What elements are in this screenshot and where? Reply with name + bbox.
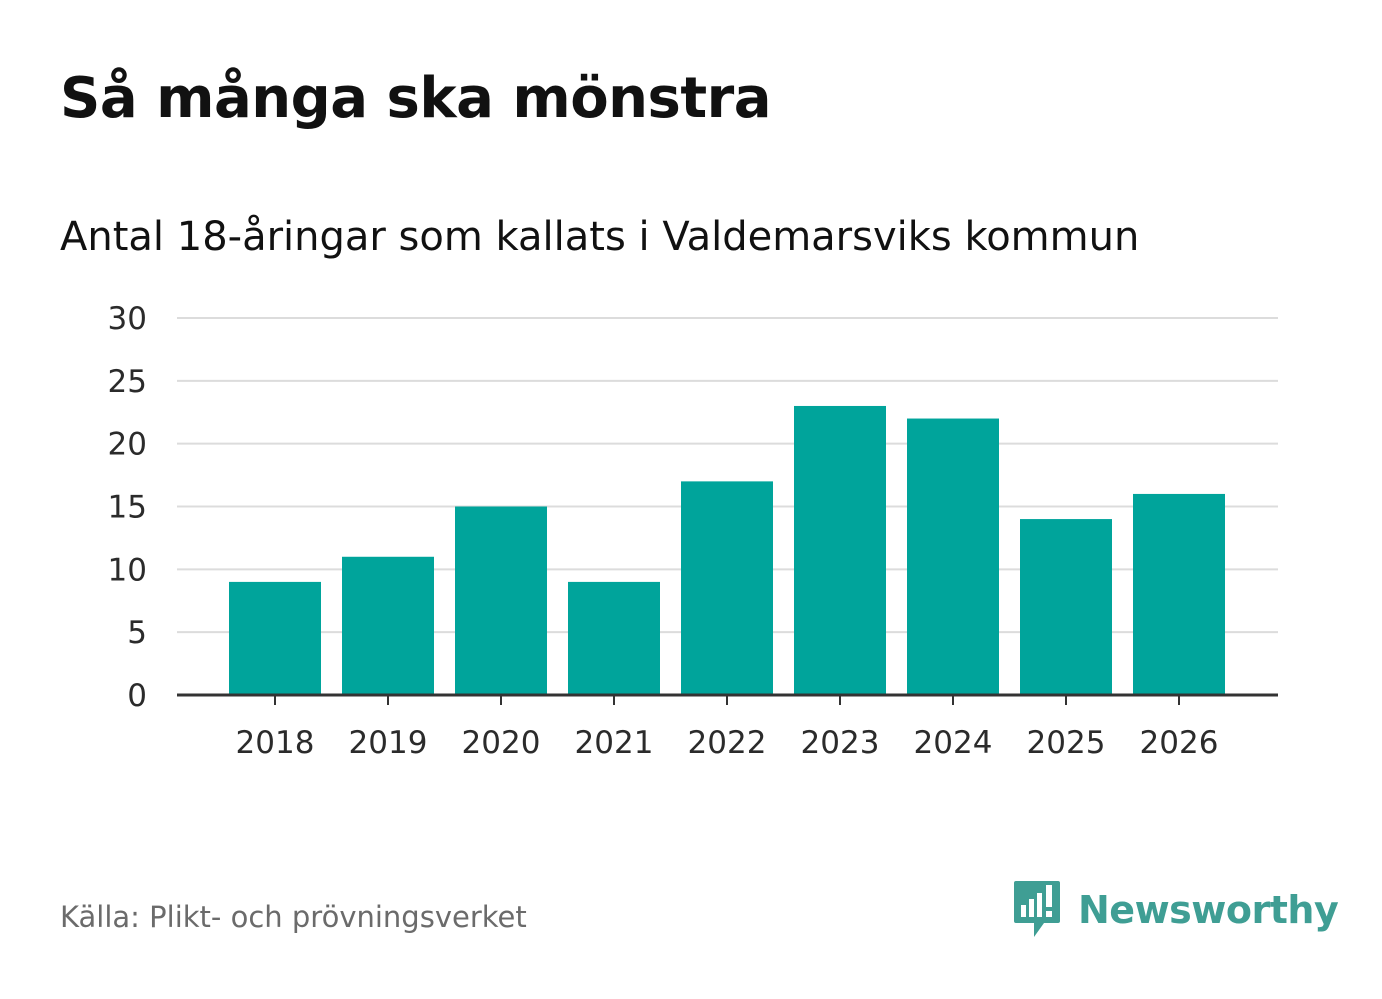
y-tick-label: 30 (108, 301, 147, 337)
chart-subtitle: Antal 18-åringar som kallats i Valdemars… (60, 214, 1140, 260)
x-tick-label: 2024 (914, 725, 993, 761)
y-tick-label: 15 (108, 490, 147, 526)
x-tick-label: 2020 (462, 725, 541, 761)
bar-2018 (229, 581, 321, 695)
bar-2025 (1020, 519, 1112, 695)
x-tick-label: 2026 (1140, 725, 1219, 761)
bar-2022 (681, 481, 773, 695)
x-tick-label: 2022 (688, 725, 767, 761)
brand-name: Newsworthy (1078, 888, 1339, 932)
x-tick-label: 2019 (349, 725, 428, 761)
x-tick-label: 2021 (575, 725, 654, 761)
brand-logo: Newsworthy (1012, 878, 1339, 942)
bar-2026 (1133, 493, 1225, 695)
newsworthy-logo-icon (1014, 881, 1060, 937)
bar-2019 (342, 556, 434, 695)
bar-2024 (907, 418, 999, 695)
x-tick-label: 2025 (1027, 725, 1106, 761)
y-tick-label: 25 (108, 364, 147, 400)
y-tick-label: 0 (127, 678, 147, 714)
bar-2023 (794, 405, 886, 695)
y-tick-label: 5 (127, 615, 147, 651)
bar-2020 (455, 506, 547, 695)
chart-title: Så många ska mönstra (60, 66, 772, 131)
y-tick-label: 20 (108, 427, 147, 463)
bar-2021 (568, 581, 660, 695)
y-tick-label: 10 (108, 552, 147, 588)
x-tick-label: 2023 (801, 725, 880, 761)
source-note: Källa: Plikt- och prövningsverket (60, 900, 527, 934)
x-tick-label: 2018 (236, 725, 315, 761)
